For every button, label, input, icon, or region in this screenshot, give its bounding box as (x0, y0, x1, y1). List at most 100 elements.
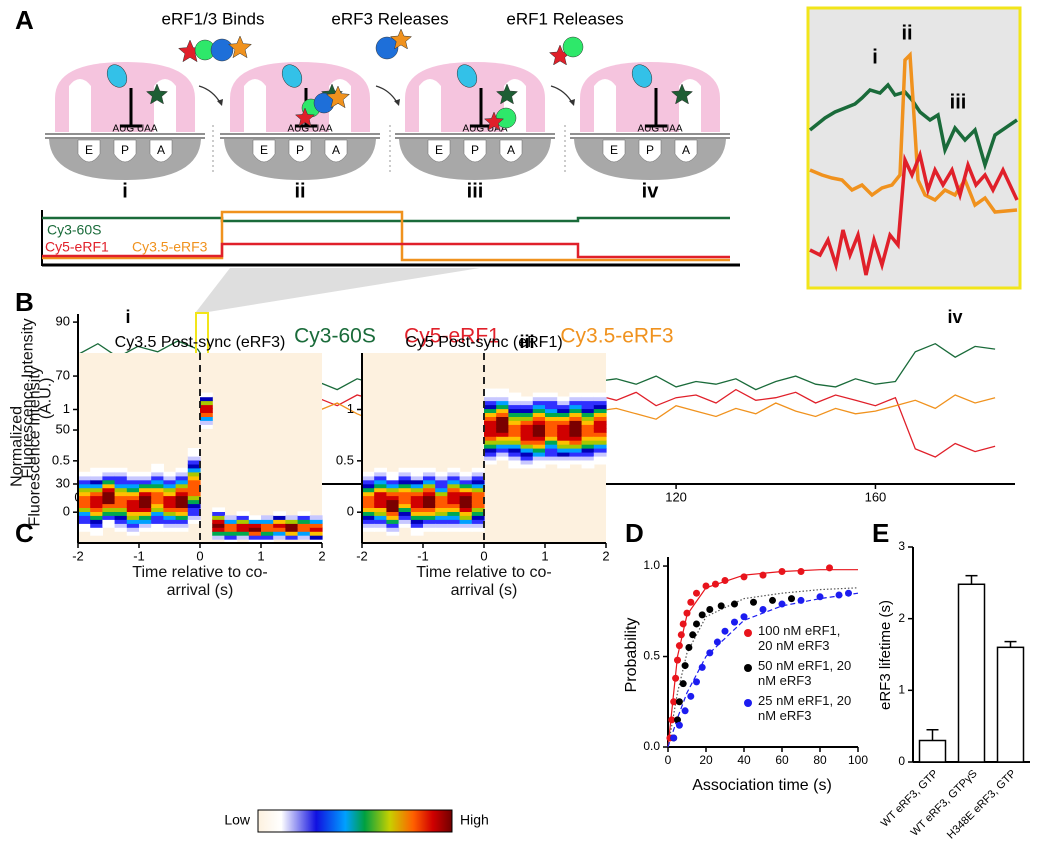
heatmap-cell (423, 507, 436, 512)
heatmap-cell (285, 531, 299, 536)
heatmap-cell (520, 408, 534, 413)
x-tick-label: 2 (602, 548, 609, 563)
site-label: A (157, 143, 165, 157)
heatmap-cell (236, 523, 250, 528)
heatmap-cell (163, 475, 177, 481)
heatmap-cell (593, 420, 607, 425)
heatmap-cell (532, 400, 546, 406)
star-icon (670, 83, 694, 105)
heatmap-cell (410, 499, 424, 505)
heatmap-cell (484, 412, 497, 417)
heatmap-cell (447, 507, 461, 512)
heatmap-cell (273, 527, 286, 532)
heatmap-cell (386, 471, 400, 477)
heatmap-cell (581, 448, 595, 453)
heatmap-cell (362, 499, 375, 505)
heatmap-cell (224, 523, 238, 528)
heatmap-cell (545, 444, 558, 449)
heatmap-cell (581, 412, 595, 417)
star-icon (325, 85, 351, 109)
heatmap-cell (126, 515, 140, 520)
heatmap-cell (423, 527, 436, 532)
heatmap-cell (362, 495, 375, 501)
factor-icon (562, 36, 584, 58)
heatmap-cell (102, 479, 116, 485)
heatmap-cell (532, 459, 546, 465)
heatmap-cell (151, 479, 164, 485)
schematic-trace (42, 242, 730, 259)
heatmap-cell (200, 392, 213, 398)
x-tick-label: WT eRF3, GTPγS (909, 768, 980, 839)
heatmap-cell (447, 519, 461, 524)
heatmap-cell (261, 539, 274, 544)
heatmap-cell (520, 455, 534, 461)
heatmap-cell (508, 436, 522, 441)
zoom-connector (196, 268, 480, 312)
y-tick-label: 70 (56, 368, 70, 383)
heatmap-cell (102, 491, 116, 497)
heatmap-cell (435, 519, 448, 524)
heatmap-cell (151, 475, 164, 481)
heatmap-cell (78, 511, 91, 516)
heatmap-cell (520, 424, 534, 429)
heatmap-cell (532, 444, 546, 449)
data-point (687, 598, 695, 606)
heatmap-cell (285, 527, 299, 532)
heatmap-cell (496, 448, 509, 453)
data-point (670, 698, 678, 706)
heatmap-cell (374, 491, 387, 497)
heatmap-cell (435, 507, 448, 512)
heatmap-cell (297, 523, 311, 528)
heatmap-cell (273, 515, 286, 520)
heatmap-cell (532, 436, 546, 441)
data-point (706, 649, 714, 657)
heatmap-cell (236, 527, 250, 532)
heatmap-cell (398, 495, 412, 501)
x-tick-label: -2 (72, 548, 84, 563)
y-tick-label: 0.5 (336, 452, 354, 467)
heatmap-cell (471, 515, 485, 520)
heatmap-cell (459, 479, 473, 485)
heatmap-cell (126, 503, 140, 508)
heatmap-cell (508, 455, 522, 461)
heatmap-cell (496, 432, 509, 437)
heatmap-cell (212, 535, 225, 540)
heatmap-cell (557, 459, 570, 465)
heatmap-cell (261, 531, 274, 536)
heatmap-cell (78, 519, 91, 524)
heatmap-cell (175, 471, 189, 477)
heatmap-cell (236, 535, 250, 540)
heatmap-cell (374, 475, 387, 481)
heatmap-cell (114, 507, 128, 512)
heatmap-cell (459, 475, 473, 481)
data-point (675, 721, 683, 729)
heatmap-cell (484, 428, 497, 433)
heatmap-cell (569, 408, 583, 413)
heatmap-cell (484, 388, 497, 394)
heatmap-cell (532, 392, 546, 398)
heatmap-cell (532, 455, 546, 461)
heatmap-cell (471, 479, 485, 485)
heatmap-cell (484, 416, 497, 421)
heatmap-cell (520, 452, 534, 457)
legend-entry: 50 nM eRF1, 20 nM eRF3 (758, 658, 852, 688)
inset-trace (809, 149, 1019, 276)
heatmap-cell (569, 459, 583, 465)
heatmap-cell (410, 531, 424, 536)
heatmap-cell (102, 487, 116, 493)
data-point (702, 582, 710, 590)
codon-label: AUG UAA (462, 124, 507, 135)
heatmap-cell (520, 416, 534, 421)
heatmap-cell (545, 428, 558, 433)
heatmap-cell (187, 515, 201, 520)
heatmap-cell (187, 519, 201, 524)
inset-label: iii (950, 91, 967, 113)
heatmap-cell (126, 499, 140, 505)
heatmap-cell (398, 491, 412, 497)
y-tick-label: 0.5 (643, 649, 660, 663)
data-point (693, 678, 700, 686)
series-label: Cy3.5-eRF3 (560, 325, 673, 348)
heatmap-cell (471, 471, 485, 477)
heatmap-cell (102, 523, 116, 528)
heatmap-cell (471, 511, 485, 516)
